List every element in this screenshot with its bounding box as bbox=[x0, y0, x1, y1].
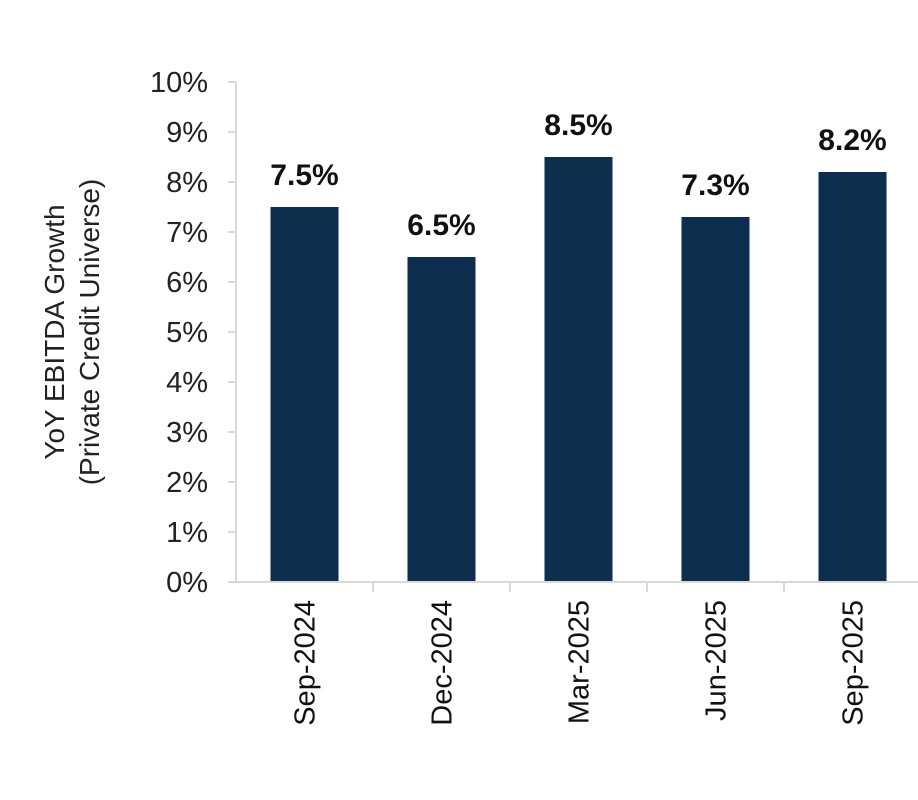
y-axis: 0% 1% 2% 3% 4% 5% 6% 7% 8% 9% 10% bbox=[150, 67, 237, 599]
bar-jun-2025 bbox=[681, 217, 750, 582]
bar-dec-2024 bbox=[407, 257, 476, 582]
y-tick-label: 5% bbox=[166, 317, 208, 349]
y-tick-label: 2% bbox=[166, 467, 208, 499]
x-tick-label: Sep-2025 bbox=[838, 600, 870, 726]
bar-mar-2025 bbox=[544, 157, 613, 582]
y-tick-label: 7% bbox=[166, 217, 208, 249]
y-tick-label: 4% bbox=[166, 367, 208, 399]
bar-sep-2024 bbox=[270, 207, 339, 582]
y-axis-title-line-2: (Private Credit Universe) bbox=[74, 179, 105, 486]
x-axis: Sep-2024 Dec-2024 Mar-2025 Jun-2025 Sep-2025 bbox=[236, 581, 918, 726]
y-axis-title: YoY EBITDA Growth (Private Credit Univer… bbox=[39, 179, 105, 486]
y-tick-label: 9% bbox=[166, 117, 208, 149]
bars: 7.5% 6.5% 8.5% 7.3% 8.2% bbox=[270, 109, 887, 582]
y-axis-title-line-1: YoY EBITDA Growth bbox=[39, 204, 70, 459]
x-tick-label: Dec-2024 bbox=[427, 600, 459, 726]
y-tick-label: 1% bbox=[166, 517, 208, 549]
x-tick-label: Sep-2024 bbox=[290, 600, 322, 726]
bar-sep-2025 bbox=[818, 172, 887, 582]
data-label: 7.5% bbox=[270, 159, 338, 192]
x-tick-label: Mar-2025 bbox=[564, 600, 596, 724]
y-tick-label: 10% bbox=[150, 67, 208, 99]
data-label: 6.5% bbox=[407, 209, 475, 242]
y-tick-label: 0% bbox=[166, 567, 208, 599]
y-tick-label: 6% bbox=[166, 267, 208, 299]
data-label: 8.5% bbox=[544, 109, 612, 142]
y-tick-label: 3% bbox=[166, 417, 208, 449]
y-tick-label: 8% bbox=[166, 167, 208, 199]
data-label: 7.3% bbox=[681, 169, 749, 202]
x-tick-label: Jun-2025 bbox=[701, 600, 733, 721]
data-label: 8.2% bbox=[818, 124, 886, 157]
